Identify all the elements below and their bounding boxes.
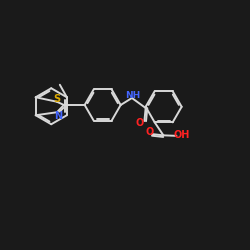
Text: OH: OH (173, 130, 190, 140)
Text: O: O (136, 118, 144, 128)
Text: S: S (53, 94, 60, 104)
Text: O: O (146, 126, 154, 136)
Text: NH: NH (126, 91, 141, 100)
Text: N: N (54, 111, 62, 121)
